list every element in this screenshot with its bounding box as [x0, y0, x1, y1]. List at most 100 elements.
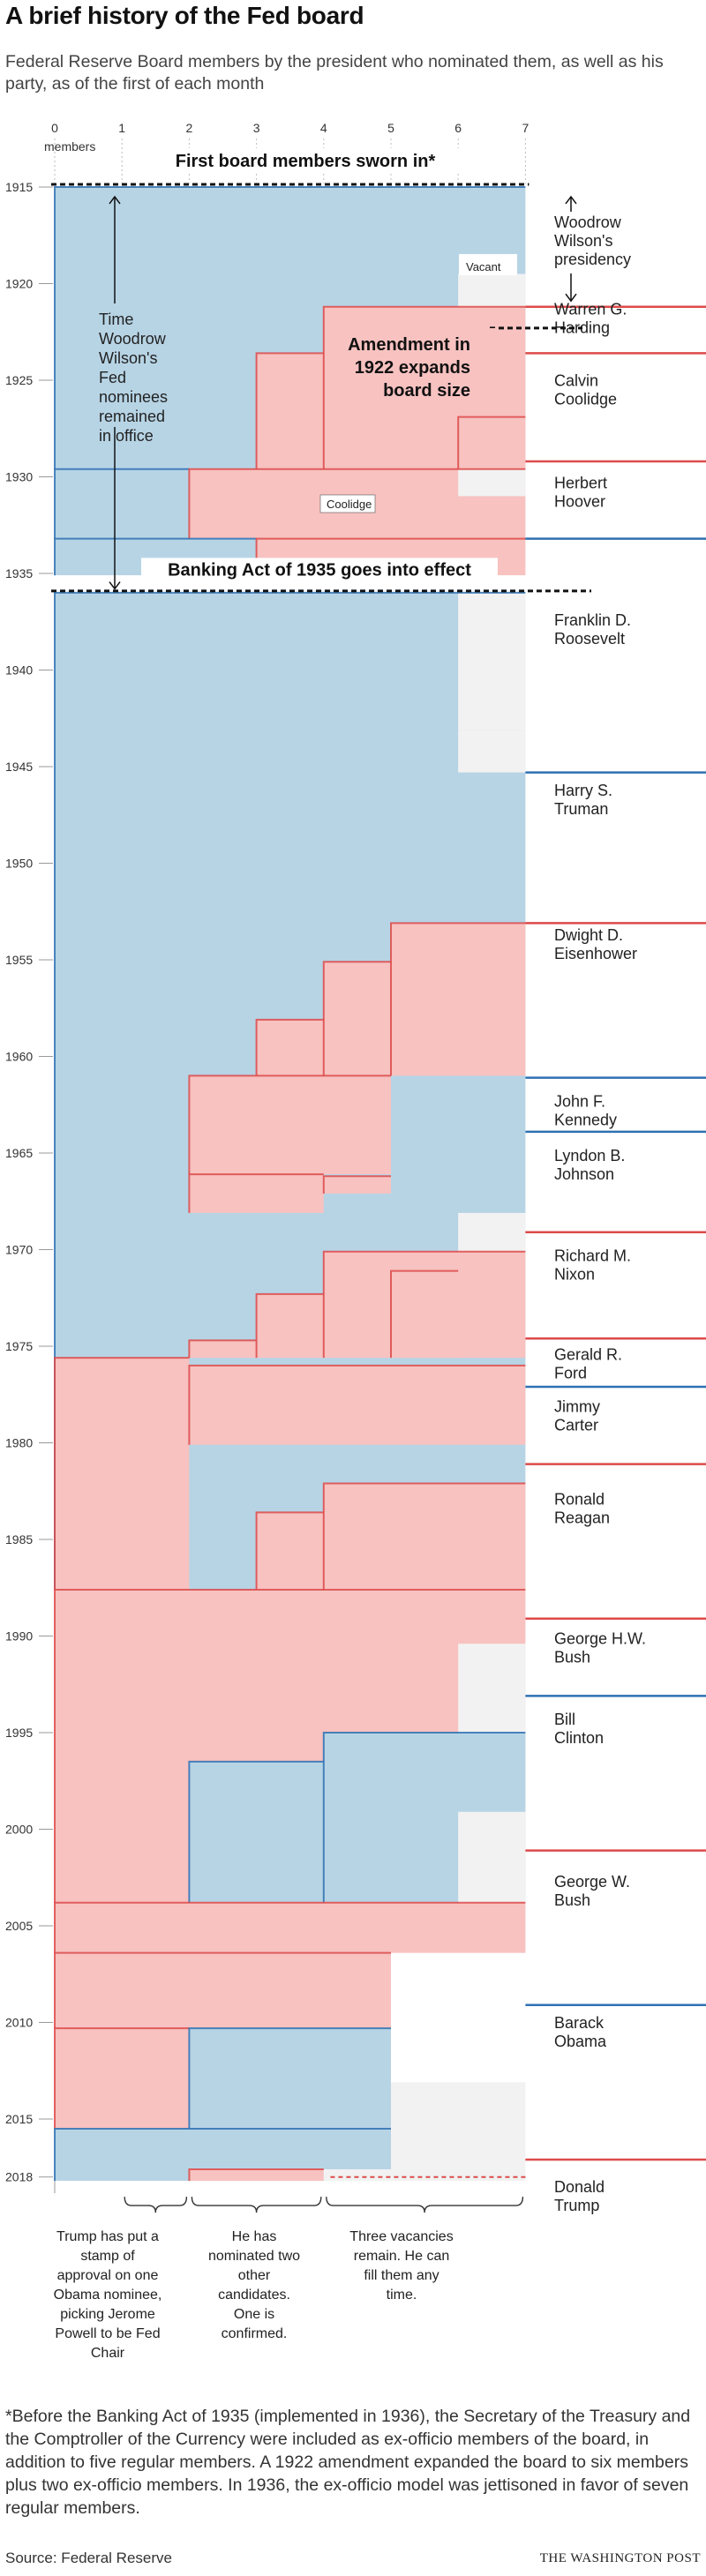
- republican-nominee-line: [457, 416, 526, 469]
- x-tick-label: 2: [186, 121, 193, 135]
- arrow-head-down-icon: [565, 293, 577, 303]
- president-label: Herbert: [554, 475, 607, 492]
- president-label: Nixon: [554, 1266, 595, 1284]
- president-label: Donald: [554, 2178, 605, 2196]
- republican-member-block: [391, 1270, 459, 1359]
- x-tick-label: 6: [454, 121, 462, 135]
- first-board-label: First board members sworn in*: [176, 152, 436, 171]
- x-tick-label: 0: [51, 121, 58, 135]
- y-tick-label: 2000: [5, 1823, 33, 1837]
- republican-member-block: [256, 1293, 324, 1359]
- y-tick-label: 1925: [5, 373, 33, 387]
- republican-nominee-line: [54, 1357, 190, 1590]
- republican-nominee-line: [322, 305, 526, 469]
- vacancy-block: [458, 273, 526, 307]
- democrat-nominee-line: [188, 2027, 391, 2129]
- y-tick-label: 1935: [5, 566, 33, 580]
- amendment-label: Amendment in 1922 expands board size: [348, 335, 470, 401]
- amendment-label-bg: [364, 328, 496, 408]
- republican-nominee-line: [322, 961, 391, 1076]
- president-label: Bush: [554, 1891, 590, 1909]
- republican-member-block: [55, 1358, 190, 1590]
- republican-nominee-line: [322, 1250, 526, 1359]
- republican-member-block: [55, 1952, 391, 2029]
- republican-nominee-line: [255, 1292, 324, 1359]
- president-label: Barack: [554, 2014, 605, 2032]
- vacancy-block: [458, 1212, 526, 1252]
- republican-member-block: [256, 1019, 324, 1076]
- banking-act-label-bg: [141, 558, 498, 581]
- president-label: Warren G.: [554, 301, 627, 318]
- president-label: Dwight D.: [554, 926, 623, 944]
- wilson-tenure-label: Time Woodrow Wilson's Fed nominees remained in…: [99, 311, 168, 445]
- arrow-head-up-icon: [565, 195, 577, 205]
- x-tick-label: 4: [320, 121, 327, 135]
- president-label: Johnson: [554, 1165, 614, 1183]
- bottom-note: Trump has put a stamp of approval on one Ob…: [54, 2229, 162, 2361]
- democrat-member-block: [189, 1761, 324, 1903]
- president-label: Bush: [554, 1648, 590, 1666]
- label-layer: Warren G.HardingCalvinCoolidgeHerbertHoo…: [525, 301, 706, 2214]
- president-label: Calvin: [554, 372, 598, 390]
- vacancy-block: [458, 1811, 526, 1903]
- y-tick-label: 1915: [5, 180, 33, 194]
- republican-nominee-line: [188, 2168, 324, 2182]
- president-label: Ford: [554, 1364, 587, 1382]
- republican-member-block: [189, 1365, 526, 1445]
- republican-nominee-line: [390, 1269, 459, 1359]
- bottom-note-brace: [124, 2197, 188, 2213]
- x-tick-label: 1: [118, 121, 125, 135]
- wilson-tenure-label-bg: [90, 303, 175, 427]
- republican-nominee-line: [54, 2027, 190, 2129]
- republican-nominee-line: [255, 1018, 324, 1076]
- y-tick-label: 1920: [5, 277, 33, 291]
- y-tick-label: 1945: [5, 760, 33, 774]
- democrat-nominee-line: [54, 537, 257, 576]
- president-label: Obama: [554, 2033, 607, 2050]
- republican-member-block: [189, 1174, 324, 1213]
- y-tick-label: 2010: [5, 2016, 33, 2030]
- source-note: Source: Federal Reserve: [5, 2550, 172, 2566]
- vacant-label-bg: [459, 254, 517, 275]
- y-tick-label: 1965: [5, 1146, 33, 1160]
- democrat-nominee-line: [54, 2127, 391, 2182]
- y-tick-label: 2015: [5, 2112, 33, 2126]
- democrat-member-block: [189, 2028, 391, 2129]
- republican-member-block: [55, 1902, 526, 1953]
- vacancy-block: [323, 2168, 391, 2182]
- president-label: Ronald: [554, 1491, 605, 1509]
- first-board-label-bg: [150, 148, 461, 173]
- y-tick-label: 1985: [5, 1532, 33, 1546]
- vacant-label: Vacant: [466, 260, 501, 273]
- y-tick-label: 1930: [5, 470, 33, 484]
- republican-nominee-line: [322, 1175, 391, 1194]
- bottom-note-brace: [326, 2197, 524, 2213]
- republican-member-block: [323, 1176, 391, 1194]
- republican-nominee-line: [255, 1511, 324, 1590]
- republican-member-block: [189, 1075, 391, 1175]
- president-label: Truman: [554, 800, 608, 818]
- president-label: Trump: [554, 2197, 599, 2214]
- vacancy-block: [458, 592, 526, 730]
- president-label: Kennedy: [554, 1111, 617, 1128]
- president-label: George W.: [554, 1873, 630, 1891]
- republican-nominee-line: [54, 1901, 526, 1953]
- president-label: George H.W.: [554, 1629, 646, 1647]
- republican-member-block: [391, 923, 526, 1076]
- republican-member-block: [256, 1512, 324, 1590]
- president-label: Bill: [554, 1711, 575, 1728]
- republican-member-block: [189, 2168, 324, 2182]
- banking-act-label: Banking Act of 1935 goes into effect: [168, 560, 471, 580]
- president-label: Hoover: [554, 493, 605, 511]
- vacancy-block: [458, 730, 526, 773]
- x-axis-label: members: [44, 139, 95, 154]
- arrow-head-up-icon: [109, 195, 121, 205]
- y-tick-label: 1955: [5, 953, 33, 967]
- democrat-nominee-line: [54, 591, 526, 1590]
- president-label: Franklin D.: [554, 611, 631, 629]
- y-tick-label: 2005: [5, 1919, 33, 1933]
- republican-nominee-line: [255, 352, 324, 469]
- republican-member-block: [458, 416, 526, 469]
- president-label: John F.: [554, 1092, 605, 1110]
- republican-member-block: [189, 1340, 257, 1359]
